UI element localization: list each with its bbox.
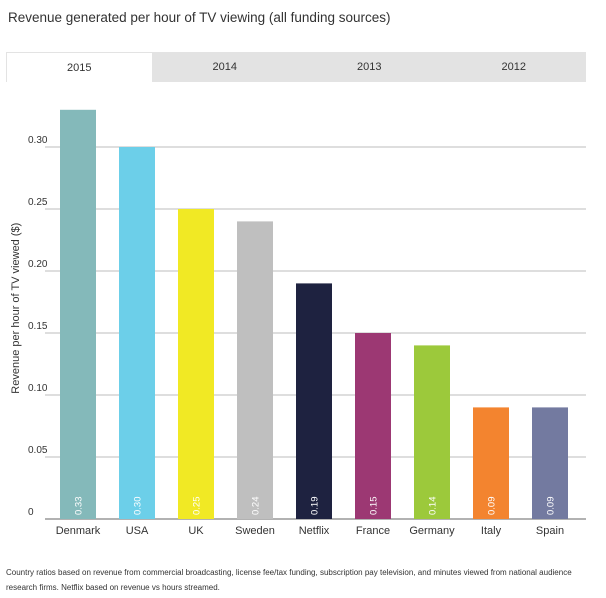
bar-france[interactable] — [355, 333, 391, 519]
bar-uk[interactable] — [178, 209, 214, 519]
footnote: Country ratios based on revenue from com… — [6, 568, 572, 592]
bar-usa[interactable] — [119, 147, 155, 519]
data-label: 0.25 — [192, 497, 203, 516]
bar-denmark[interactable] — [60, 109, 96, 520]
bar-italy[interactable] — [473, 407, 509, 519]
data-label: 0.14 — [428, 497, 439, 516]
bar-sweden[interactable] — [237, 221, 273, 519]
bar-netflix[interactable] — [296, 283, 332, 519]
x-tick-label: France — [356, 525, 390, 537]
year-tabs: 2015 2014 2013 2012 — [6, 52, 586, 82]
tab-2015[interactable]: 2015 — [6, 52, 153, 82]
x-tick-label: USA — [126, 525, 149, 537]
bar-germany[interactable] — [414, 345, 450, 519]
x-tick-label: Sweden — [235, 525, 275, 537]
data-label: 0.19 — [310, 497, 321, 516]
x-tick-label: Spain — [536, 525, 564, 537]
tab-2013[interactable]: 2013 — [357, 61, 382, 73]
x-tick-label: UK — [188, 525, 204, 537]
bars: 0.33 Denmark 0.30 USA 0.25 UK 0.24 Sweden 0.19 Ne… — [56, 109, 568, 537]
x-tick-label: Denmark — [56, 525, 101, 537]
bar-chart: 0 0.05 0.10 0.15 0.20 0.25 0.30 0.33 Denmark 0.3… — [0, 82, 606, 552]
y-tick-label: 0.10 — [28, 383, 48, 394]
data-label: 0.09 — [546, 497, 557, 516]
x-tick-label: Germany — [409, 525, 455, 537]
tab-2012[interactable]: 2012 — [501, 61, 526, 73]
bar-spain[interactable] — [532, 407, 568, 519]
chart-title: Revenue generated per hour of TV viewing… — [8, 10, 391, 25]
data-label: 0.09 — [487, 497, 498, 516]
y-axis-label: Revenue per hour of TV viewed ($) — [10, 223, 22, 394]
data-label: 0.33 — [74, 497, 85, 516]
x-tick-label: Italy — [481, 525, 502, 537]
data-label: 0.24 — [251, 497, 262, 516]
data-label: 0.30 — [133, 497, 144, 516]
data-label: 0.15 — [369, 497, 380, 516]
y-tick-label: 0 — [28, 507, 34, 518]
y-tick-label: 0.30 — [28, 135, 48, 146]
x-tick-label: Netflix — [299, 525, 330, 537]
tab-2014[interactable]: 2014 — [212, 61, 237, 73]
bar-chart-svg: 00.050.100.150.200.250.30 0.33Denmark0.3… — [10, 109, 586, 537]
y-tick-label: 0.15 — [28, 321, 48, 332]
y-tick-label: 0.05 — [28, 445, 48, 456]
y-tick-label: 0.25 — [28, 197, 48, 208]
y-tick-label: 0.20 — [28, 259, 48, 270]
